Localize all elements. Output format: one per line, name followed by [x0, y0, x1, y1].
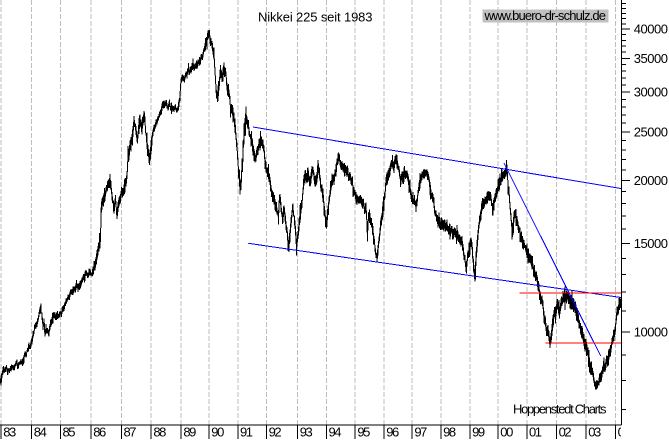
svg-text:84: 84	[34, 425, 47, 440]
svg-text:88: 88	[153, 425, 166, 440]
svg-text:99: 99	[472, 425, 485, 440]
svg-text:15000: 15000	[634, 236, 668, 251]
svg-text:96: 96	[386, 425, 399, 440]
svg-text:95: 95	[357, 425, 370, 440]
svg-text:35000: 35000	[634, 51, 668, 66]
svg-text:www.buero-dr-schulz.de: www.buero-dr-schulz.de	[484, 8, 607, 23]
svg-text:10000: 10000	[634, 324, 668, 339]
svg-text:25000: 25000	[634, 124, 668, 139]
svg-text:98: 98	[443, 425, 456, 440]
svg-text:30000: 30000	[634, 85, 668, 100]
svg-text:90: 90	[211, 425, 224, 440]
svg-text:Nikkei 225 seit 1983: Nikkei 225 seit 1983	[258, 10, 373, 25]
svg-text:86: 86	[93, 425, 106, 440]
svg-text:94: 94	[329, 425, 342, 440]
svg-text:20000: 20000	[634, 173, 668, 188]
svg-text:85: 85	[63, 425, 76, 440]
svg-text:83: 83	[3, 425, 16, 440]
svg-text:93: 93	[300, 425, 313, 440]
svg-text:04: 04	[618, 425, 631, 440]
svg-text:Hoppenstedt Charts: Hoppenstedt Charts	[513, 402, 607, 417]
svg-text:89: 89	[183, 425, 196, 440]
svg-text:91: 91	[240, 425, 253, 440]
svg-text:40000: 40000	[634, 22, 668, 37]
svg-text:02: 02	[559, 425, 572, 440]
svg-text:01: 01	[529, 425, 542, 440]
svg-text:87: 87	[124, 425, 137, 440]
svg-text:03: 03	[588, 425, 601, 440]
svg-text:00: 00	[500, 425, 513, 440]
svg-text:92: 92	[269, 425, 282, 440]
svg-text:97: 97	[414, 425, 427, 440]
